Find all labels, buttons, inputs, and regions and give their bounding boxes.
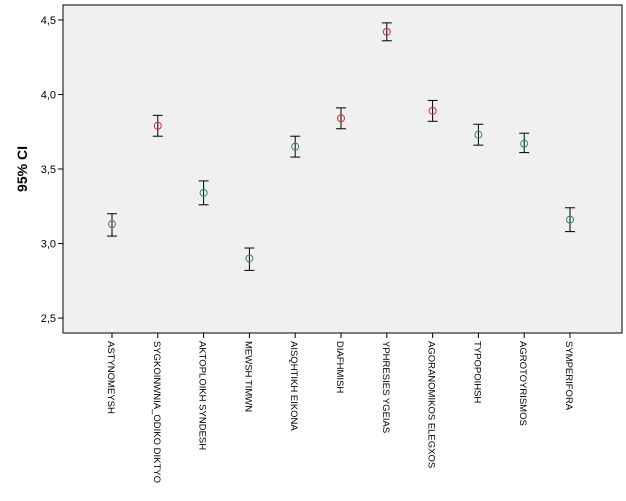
mean-marker — [337, 114, 345, 123]
y-tick-label: 2,5 — [41, 313, 56, 325]
mean-marker — [245, 254, 254, 263]
x-tick-label: DIAFHMISH — [334, 341, 345, 393]
x-tick-label: MEWSH TIMWN — [242, 341, 253, 412]
y-tick-label: 3,0 — [41, 239, 56, 251]
x-tick-label: AISQHTIKH EIKONA — [288, 341, 299, 431]
x-tick-label: SYMPERIFORA — [563, 341, 574, 411]
x-tick-label: ASTYNOMEYSH — [105, 341, 116, 414]
y-tick-label: 3,5 — [41, 164, 56, 176]
mean-marker — [291, 142, 300, 151]
plot-area — [62, 4, 623, 334]
mean-marker — [153, 121, 162, 130]
x-axis: ASTYNOMEYSH SYGKOINWNIA_ODIKO DIKTYO AKTOP… — [105, 333, 574, 483]
mean-marker — [199, 188, 208, 197]
mean-marker — [428, 106, 437, 115]
x-tick-label: AGROTOYRISMOS — [517, 341, 528, 426]
x-tick-label: SYGKOINWNIA_ODIKO DIKTYO — [151, 341, 162, 483]
x-tick-label: YPHRESIES YGEIAS — [380, 341, 391, 433]
y-tick-label: 4,0 — [41, 89, 56, 101]
mean-marker — [474, 130, 483, 139]
x-tick-label: AKTOPLOIKH SYNDESH — [197, 341, 208, 450]
mean-marker — [566, 215, 574, 224]
mean-marker — [520, 139, 529, 148]
mean-marker — [108, 220, 116, 229]
mean-marker — [382, 27, 391, 36]
y-tick-label: 4,5 — [41, 15, 56, 27]
x-tick-label: AGORANOMIKOS ELEGXOS — [426, 341, 437, 468]
y-axis: 2,5 3,0 3,5 4,0 4,5 — [41, 15, 63, 325]
x-tick-label: TYPOPOIHSH — [471, 341, 482, 403]
data-marks — [107, 22, 575, 271]
y-axis-title: 95% CI — [14, 146, 30, 192]
